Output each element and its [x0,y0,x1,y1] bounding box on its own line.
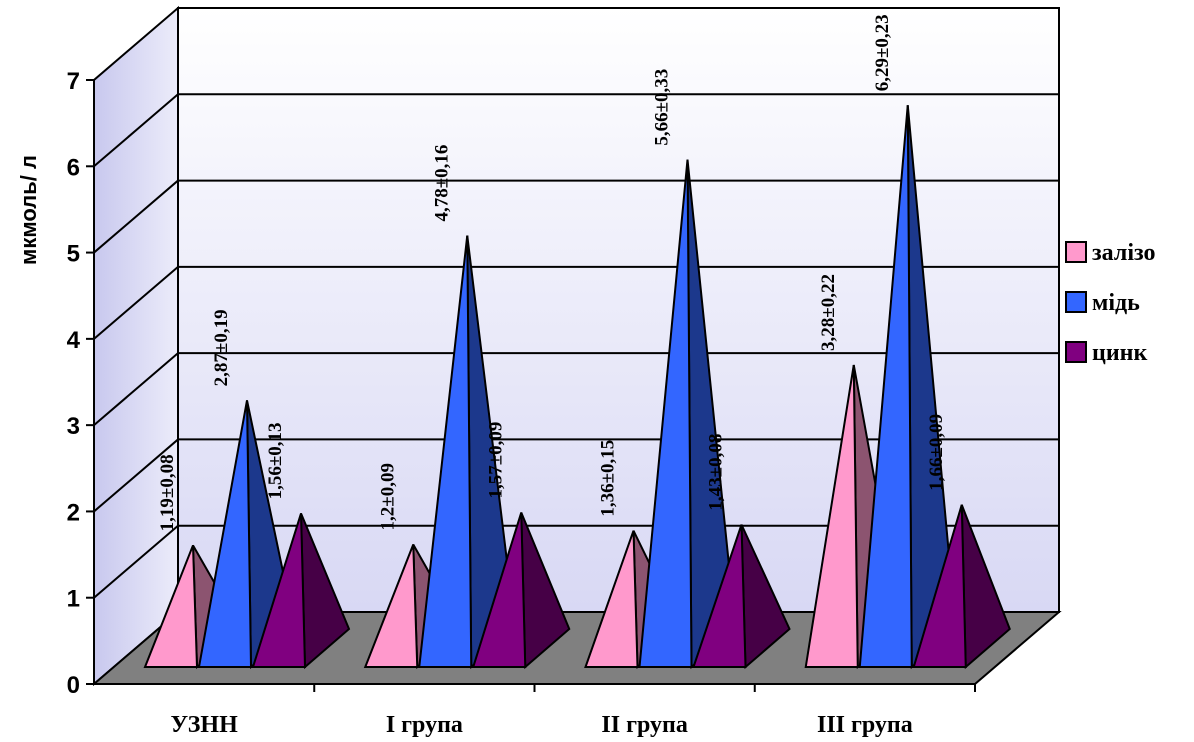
y-tick-label: 5 [67,241,80,268]
pyramid-цинк [912,504,1011,670]
pyramid-front [471,512,527,668]
data-label: 3,28±0,22 [818,274,839,351]
pyramid-мідь [638,159,737,670]
y-tick-label: 0 [67,672,80,699]
category-label: ІІ група [601,712,687,738]
legend-item: цинк [1065,340,1147,366]
y-axis-label: мкмоль/ л [16,155,41,265]
side-wall [93,5,179,687]
legend-label: залізо [1092,240,1156,266]
gridline-side [93,93,179,168]
pyramid-front [251,513,307,668]
data-label: 2,87±0,19 [211,309,232,386]
axes: 0 1 2 3 4 5 6 7 УЗНН І група ІІ група ІІІ група [67,68,976,738]
gridline-side [93,352,179,426]
y-tick-label: 1 [67,586,80,613]
y-tick-label: 2 [67,499,80,526]
data-label: 1,56±0,13 [265,422,286,499]
pyramid-front [584,530,639,668]
y-tick-label: 7 [67,68,80,95]
legend-swatch [1065,241,1087,263]
data-label: 1,2±0,09 [377,463,398,530]
data-label: 1,43±0,08 [706,434,727,511]
pyramid-front [804,364,859,668]
legend-swatch [1065,291,1087,313]
pyramid-front [418,235,473,668]
data-label: 5,66±0,33 [652,69,673,146]
data-label: 1,57±0,09 [485,422,506,499]
data-label: 6,29±0,23 [872,14,893,91]
data-series [143,105,1011,670]
legend-item: мідь [1065,290,1140,316]
pyramid-мідь [858,105,957,670]
pyramid-мідь [418,235,517,670]
gridline-side [93,438,179,513]
legend-swatch [1065,341,1087,363]
gridline-side [93,179,179,254]
data-label: 4,78±0,16 [431,145,452,222]
data-labels: 1,19±0,08 1,2±0,09 1,36±0,15 3,28±0,22 2,87±… [157,14,947,531]
gridline-side [93,266,179,340]
pyramid-front [912,504,967,668]
legend-label: мідь [1092,290,1140,316]
pyramid-цинк [471,512,571,670]
legend-label: цинк [1092,340,1147,366]
y-tick-label: 6 [67,154,80,181]
pyramid-цинк [692,524,791,670]
pyramid-front [692,524,747,668]
data-label: 1,36±0,15 [598,440,619,517]
pyramid-front [143,544,199,668]
pyramid-цинк [251,513,351,670]
category-label: УЗНН [170,712,238,738]
pyramid-front [638,159,693,668]
data-label: 1,19±0,08 [157,454,178,531]
pyramid-front [363,544,419,668]
category-label: І група [386,712,463,738]
y-tick-label: 4 [67,327,81,354]
legend-item: залізо [1065,240,1156,266]
pyramid-front [858,105,913,668]
y-tick-label: 3 [67,413,80,440]
category-label: ІІІ група [817,712,913,738]
legend: залізо мідь цинк [1060,225,1194,370]
gridline-side [93,524,179,599]
pyramid-front [197,400,253,668]
data-label: 1,66±0,09 [926,414,947,491]
